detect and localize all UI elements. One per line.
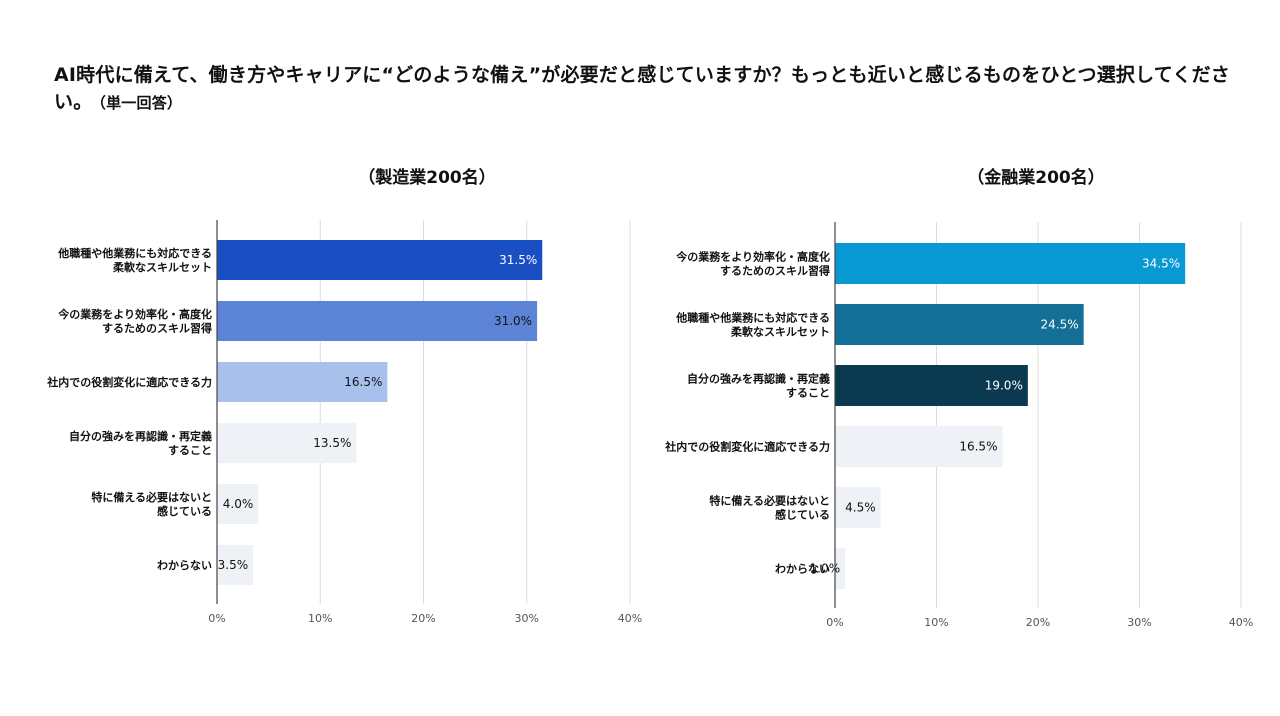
- value-label-finance: 24.5%: [1041, 318, 1079, 332]
- value-label-finance: 19.0%: [985, 379, 1023, 393]
- category-label-manufacturing: 特に備える必要はないと: [91, 490, 212, 504]
- value-label-manufacturing: 31.0%: [494, 314, 532, 328]
- value-label-finance: 34.5%: [1142, 257, 1180, 271]
- bar-finance: [835, 243, 1186, 284]
- category-label-manufacturing: するためのスキル習得: [102, 321, 212, 335]
- category-label-manufacturing: 柔軟なスキルセット: [112, 260, 212, 274]
- chart-title-finance: （金融業200名）: [967, 168, 1105, 188]
- x-tick-label-manufacturing: 40%: [618, 612, 642, 625]
- category-label-manufacturing: 感じている: [157, 504, 212, 518]
- x-tick-label-finance: 40%: [1229, 616, 1253, 629]
- bar-manufacturing: [217, 362, 388, 402]
- bar-finance: [835, 487, 881, 528]
- bar-manufacturing: [217, 484, 259, 524]
- category-label-finance: 特に備える必要はないと: [709, 494, 830, 508]
- bar-finance: [835, 426, 1003, 467]
- x-tick-label-finance: 20%: [1026, 616, 1050, 629]
- category-label-finance: 今の業務をより効率化・高度化: [675, 250, 830, 264]
- x-tick-label-manufacturing: 20%: [411, 612, 435, 625]
- chart-title-manufacturing: （製造業200名）: [358, 168, 496, 188]
- bar-finance: [835, 548, 846, 589]
- category-label-manufacturing: わからない: [157, 559, 212, 572]
- value-label-manufacturing: 31.5%: [499, 253, 537, 267]
- category-label-finance: すること: [786, 387, 830, 400]
- category-label-manufacturing: 他職種や他業務にも対応できる: [57, 246, 212, 260]
- category-label-manufacturing: 社内での役割変化に適応できる力: [46, 375, 212, 389]
- category-label-manufacturing: 自分の強みを再認識・再定義: [69, 429, 212, 443]
- value-label-manufacturing: 3.5%: [218, 558, 249, 572]
- value-label-finance: 4.5%: [845, 501, 876, 515]
- bar-finance: [835, 365, 1028, 406]
- value-label-manufacturing: 13.5%: [313, 436, 351, 450]
- bar-manufacturing: [217, 423, 357, 463]
- bar-manufacturing: [217, 240, 543, 280]
- x-tick-label-manufacturing: 30%: [515, 612, 539, 625]
- bar-manufacturing: [217, 301, 538, 341]
- question-note: （単一回答）: [98, 94, 183, 112]
- bar-finance: [835, 304, 1084, 345]
- bar-manufacturing: [217, 545, 254, 585]
- x-tick-label-manufacturing: 10%: [308, 612, 332, 625]
- question-text: AI時代に備えて、働き方やキャリアに“どのような備え”が必要だと感じていますか？…: [54, 62, 1244, 117]
- value-label-manufacturing: 16.5%: [344, 375, 382, 389]
- value-label-manufacturing: 4.0%: [223, 497, 254, 511]
- category-label-manufacturing: すること: [168, 444, 212, 457]
- category-label-finance: 他職種や他業務にも対応できる: [675, 311, 830, 325]
- question-body: AI時代に備えて、働き方やキャリアに“どのような備え”が必要だと感じていますか？…: [54, 64, 1230, 113]
- category-label-finance: 感じている: [775, 508, 830, 522]
- x-tick-label-finance: 0%: [826, 616, 843, 629]
- category-label-finance: 社内での役割変化に適応できる力: [664, 440, 830, 454]
- x-tick-label-finance: 30%: [1127, 616, 1151, 629]
- x-tick-label-finance: 10%: [924, 616, 948, 629]
- value-label-finance: 1.0%: [810, 562, 841, 576]
- category-label-finance: 柔軟なスキルセット: [730, 325, 830, 339]
- category-label-finance: するためのスキル習得: [720, 264, 830, 278]
- category-label-finance: わからない: [775, 563, 830, 576]
- category-label-finance: 自分の強みを再認識・再定義: [687, 372, 830, 386]
- value-label-finance: 16.5%: [959, 440, 997, 454]
- x-tick-label-manufacturing: 0%: [208, 612, 225, 625]
- category-label-manufacturing: 今の業務をより効率化・高度化: [57, 307, 212, 321]
